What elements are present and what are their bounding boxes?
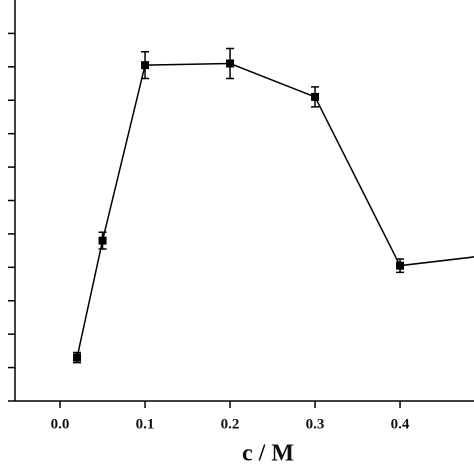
x-tick-label: 0.1 <box>136 416 155 432</box>
x-axis-label: c / M <box>242 441 294 467</box>
data-point <box>73 353 82 362</box>
x-tick-label: 0.4 <box>391 416 410 432</box>
data-point <box>98 236 107 245</box>
data-point <box>311 92 320 101</box>
data-point <box>226 59 235 68</box>
x-tick-label: 0.0 <box>51 416 70 432</box>
data-point <box>396 261 405 270</box>
x-tick-label: 0.2 <box>221 416 240 432</box>
x-tick-label: 0.3 <box>306 416 325 432</box>
data-line <box>76 62 474 358</box>
data-point <box>141 61 150 70</box>
